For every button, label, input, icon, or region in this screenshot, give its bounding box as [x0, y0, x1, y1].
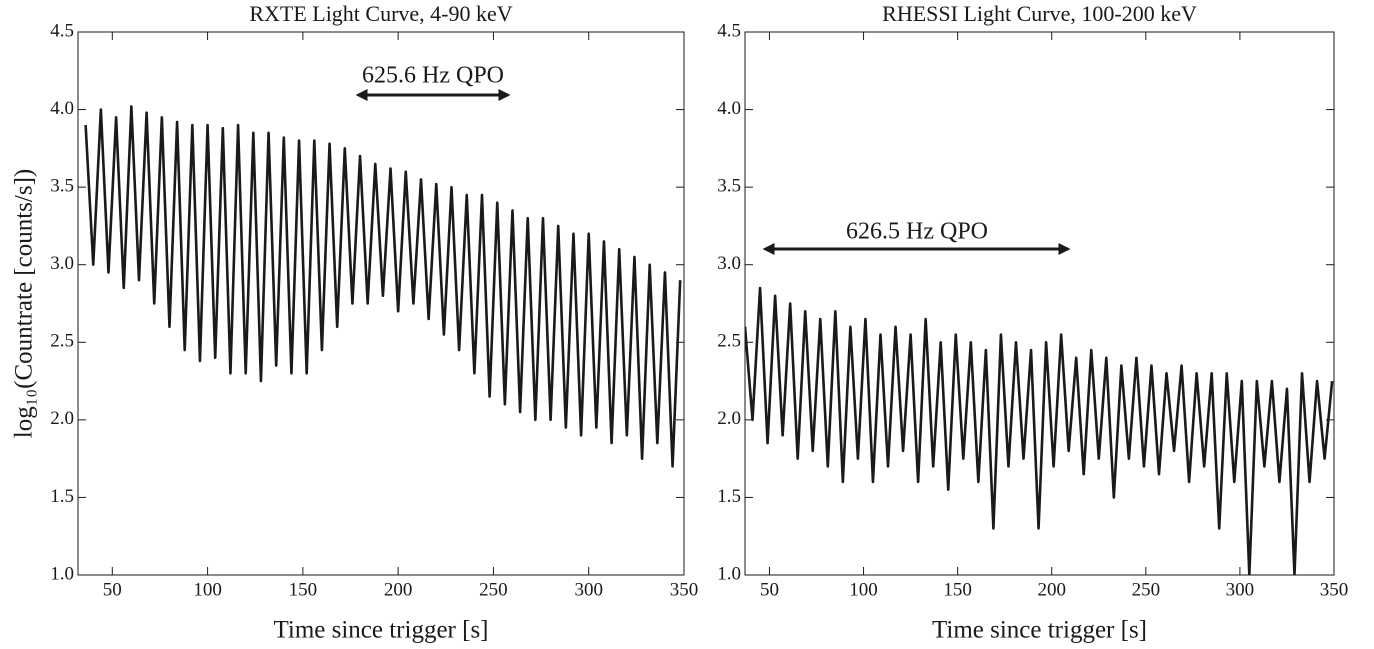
x-tick-label: 200 [1037, 579, 1066, 600]
x-tick-label: 350 [670, 579, 699, 600]
x-tick-label: 200 [384, 579, 413, 600]
y-tick-label: 2.0 [50, 408, 74, 429]
x-tick-label: 150 [289, 579, 318, 600]
x-axis-label: Time since trigger [s] [932, 617, 1147, 644]
y-axis-label: log₁₀(Countrate [counts/s]) [11, 169, 38, 438]
qpo-annotation: 625.6 Hz QPO [362, 63, 504, 89]
y-tick-label: 1.0 [50, 563, 74, 584]
light-curve [745, 286, 1334, 575]
x-axis-label: Time since trigger [s] [273, 617, 488, 644]
x-tick-label: 50 [760, 579, 779, 600]
y-tick-label: 3.0 [50, 253, 74, 274]
y-tick-label: 1.5 [50, 486, 74, 507]
x-tick-label: 100 [849, 579, 878, 600]
x-tick-label: 350 [1320, 579, 1349, 600]
x-tick-label: 100 [193, 579, 222, 600]
x-tick-label: 250 [479, 579, 508, 600]
y-tick-label: 2.0 [717, 408, 741, 429]
light-curve [84, 105, 682, 468]
y-tick-label: 3.5 [50, 176, 74, 197]
y-tick-label: 3.0 [717, 253, 741, 274]
y-tick-label: 1.5 [717, 486, 741, 507]
y-tick-label: 4.0 [50, 98, 74, 119]
chart-title: RXTE Light Curve, 4-90 keV [249, 1, 512, 26]
y-tick-label: 3.5 [717, 176, 741, 197]
plot-frame [77, 31, 685, 576]
x-tick-label: 250 [1132, 579, 1161, 600]
y-tick-label: 2.5 [717, 331, 741, 352]
y-tick-label: 2.5 [50, 331, 74, 352]
x-tick-label: 50 [103, 579, 122, 600]
y-tick-label: 4.0 [717, 98, 741, 119]
x-tick-label: 150 [943, 579, 972, 600]
qpo-annotation: 626.5 Hz QPO [846, 219, 988, 245]
x-tick-label: 300 [1226, 579, 1255, 600]
plot-frame [744, 31, 1335, 576]
y-tick-label: 4.5 [717, 20, 741, 41]
y-tick-label: 1.0 [717, 563, 741, 584]
y-tick-label: 4.5 [50, 20, 74, 41]
chart-title: RHESSI Light Curve, 100-200 keV [882, 1, 1197, 26]
x-tick-label: 300 [574, 579, 603, 600]
